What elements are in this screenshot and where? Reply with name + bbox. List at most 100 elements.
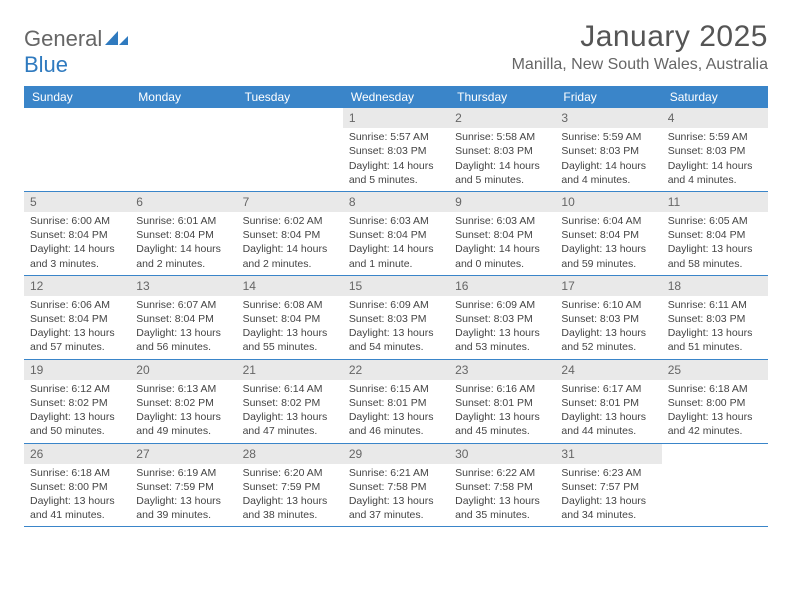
day-details: Sunrise: 6:05 AMSunset: 8:04 PMDaylight:… <box>662 214 768 275</box>
empty-cell <box>130 108 236 191</box>
daylight-line: Daylight: 14 hours and 1 minute. <box>349 242 443 270</box>
sunrise-line: Sunrise: 6:20 AM <box>243 466 337 480</box>
daylight-line: Daylight: 13 hours and 52 minutes. <box>561 326 655 354</box>
day-details: Sunrise: 6:01 AMSunset: 8:04 PMDaylight:… <box>130 214 236 275</box>
day-details: Sunrise: 6:03 AMSunset: 8:04 PMDaylight:… <box>343 214 449 275</box>
sunset-line: Sunset: 8:04 PM <box>136 312 230 326</box>
day-cell: 17Sunrise: 6:10 AMSunset: 8:03 PMDayligh… <box>555 276 661 359</box>
day-number: 13 <box>130 276 236 296</box>
daylight-line: Daylight: 14 hours and 0 minutes. <box>455 242 549 270</box>
day-details: Sunrise: 6:23 AMSunset: 7:57 PMDaylight:… <box>555 466 661 527</box>
day-cell: 28Sunrise: 6:20 AMSunset: 7:59 PMDayligh… <box>237 444 343 527</box>
day-header: Wednesday <box>343 86 449 108</box>
sunrise-line: Sunrise: 6:09 AM <box>349 298 443 312</box>
daylight-line: Daylight: 13 hours and 41 minutes. <box>30 494 124 522</box>
sunrise-line: Sunrise: 6:08 AM <box>243 298 337 312</box>
day-number: 31 <box>555 444 661 464</box>
week-row: 5Sunrise: 6:00 AMSunset: 8:04 PMDaylight… <box>24 192 768 276</box>
sunset-line: Sunset: 8:04 PM <box>349 228 443 242</box>
daylight-line: Daylight: 13 hours and 46 minutes. <box>349 410 443 438</box>
sunrise-line: Sunrise: 6:23 AM <box>561 466 655 480</box>
week-row: 12Sunrise: 6:06 AMSunset: 8:04 PMDayligh… <box>24 276 768 360</box>
day-details: Sunrise: 6:06 AMSunset: 8:04 PMDaylight:… <box>24 298 130 359</box>
day-details: Sunrise: 6:14 AMSunset: 8:02 PMDaylight:… <box>237 382 343 443</box>
day-details: Sunrise: 6:03 AMSunset: 8:04 PMDaylight:… <box>449 214 555 275</box>
sunset-line: Sunset: 7:58 PM <box>349 480 443 494</box>
day-cell: 30 Sunrise: 6:22 AMSunset: 7:58 PMDayligh… <box>449 444 555 527</box>
day-cell: 22Sunrise: 6:15 AMSunset: 8:01 PMDayligh… <box>343 360 449 443</box>
sunrise-line: Sunrise: 6:19 AM <box>136 466 230 480</box>
day-cell: 31Sunrise: 6:23 AMSunset: 7:57 PMDayligh… <box>555 444 661 527</box>
day-number: 21 <box>237 360 343 380</box>
day-cell: 19Sunrise: 6:12 AMSunset: 8:02 PMDayligh… <box>24 360 130 443</box>
sunrise-line: Sunrise: 6:03 AM <box>455 214 549 228</box>
sunset-line: Sunset: 8:03 PM <box>455 144 549 158</box>
daylight-line: Daylight: 14 hours and 3 minutes. <box>30 242 124 270</box>
daylight-line: Daylight: 14 hours and 5 minutes. <box>349 159 443 187</box>
day-number: 8 <box>343 192 449 212</box>
sunset-line: Sunset: 7:59 PM <box>136 480 230 494</box>
sunset-line: Sunset: 8:02 PM <box>136 396 230 410</box>
daylight-line: Daylight: 13 hours and 38 minutes. <box>243 494 337 522</box>
day-number: 23 <box>449 360 555 380</box>
daylight-line: Daylight: 13 hours and 35 minutes. <box>455 494 549 522</box>
sunset-line: Sunset: 7:57 PM <box>561 480 655 494</box>
month-title: January 2025 <box>512 20 768 54</box>
day-number: 25 <box>662 360 768 380</box>
day-number: 5 <box>24 192 130 212</box>
day-cell: 26Sunrise: 6:18 AMSunset: 8:00 PMDayligh… <box>24 444 130 527</box>
day-details: Sunrise: 6:17 AMSunset: 8:01 PMDaylight:… <box>555 382 661 443</box>
day-number: 30 <box>449 444 555 464</box>
sunrise-line: Sunrise: 6:22 AM <box>455 466 549 480</box>
header: GeneralBlue January 2025 Manilla, New So… <box>24 20 768 78</box>
sunrise-line: Sunrise: 6:07 AM <box>136 298 230 312</box>
sunrise-line: Sunrise: 6:10 AM <box>561 298 655 312</box>
day-cell: 24Sunrise: 6:17 AMSunset: 8:01 PMDayligh… <box>555 360 661 443</box>
sunset-line: Sunset: 7:58 PM <box>455 480 549 494</box>
sunrise-line: Sunrise: 6:18 AM <box>30 466 124 480</box>
day-cell: 27Sunrise: 6:19 AMSunset: 7:59 PMDayligh… <box>130 444 236 527</box>
daylight-line: Daylight: 13 hours and 55 minutes. <box>243 326 337 354</box>
day-details: Sunrise: 6:07 AMSunset: 8:04 PMDaylight:… <box>130 298 236 359</box>
sunrise-line: Sunrise: 6:04 AM <box>561 214 655 228</box>
sunset-line: Sunset: 8:04 PM <box>668 228 762 242</box>
daylight-line: Daylight: 13 hours and 45 minutes. <box>455 410 549 438</box>
location: Manilla, New South Wales, Australia <box>512 56 768 74</box>
week-row: 26Sunrise: 6:18 AMSunset: 8:00 PMDayligh… <box>24 444 768 528</box>
daylight-line: Daylight: 13 hours and 53 minutes. <box>455 326 549 354</box>
week-row: 1Sunrise: 5:57 AMSunset: 8:03 PMDaylight… <box>24 108 768 192</box>
day-details: Sunrise: 6:08 AMSunset: 8:04 PMDaylight:… <box>237 298 343 359</box>
daylight-line: Daylight: 13 hours and 34 minutes. <box>561 494 655 522</box>
day-number: 14 <box>237 276 343 296</box>
sunrise-line: Sunrise: 6:15 AM <box>349 382 443 396</box>
day-number: 1 <box>343 108 449 128</box>
day-cell: 7Sunrise: 6:02 AMSunset: 8:04 PMDaylight… <box>237 192 343 275</box>
day-details: Sunrise: 6:16 AMSunset: 8:01 PMDaylight:… <box>449 382 555 443</box>
sunrise-line: Sunrise: 6:18 AM <box>668 382 762 396</box>
day-number: 10 <box>555 192 661 212</box>
sunset-line: Sunset: 8:03 PM <box>668 144 762 158</box>
day-details: Sunrise: 6:21 AMSunset: 7:58 PMDaylight:… <box>343 466 449 527</box>
sunrise-line: Sunrise: 5:58 AM <box>455 130 549 144</box>
day-cell: 16Sunrise: 6:09 AMSunset: 8:03 PMDayligh… <box>449 276 555 359</box>
day-number: 3 <box>555 108 661 128</box>
daylight-line: Daylight: 13 hours and 54 minutes. <box>349 326 443 354</box>
day-number: 20 <box>130 360 236 380</box>
day-number: 15 <box>343 276 449 296</box>
daylight-line: Daylight: 13 hours and 50 minutes. <box>30 410 124 438</box>
day-cell: 1Sunrise: 5:57 AMSunset: 8:03 PMDaylight… <box>343 108 449 191</box>
day-number: 27 <box>130 444 236 464</box>
day-number: 11 <box>662 192 768 212</box>
daylight-line: Daylight: 14 hours and 5 minutes. <box>455 159 549 187</box>
day-cell: 20Sunrise: 6:13 AMSunset: 8:02 PMDayligh… <box>130 360 236 443</box>
day-cell: 25Sunrise: 6:18 AMSunset: 8:00 PMDayligh… <box>662 360 768 443</box>
daylight-line: Daylight: 13 hours and 47 minutes. <box>243 410 337 438</box>
day-number: 6 <box>130 192 236 212</box>
sunrise-line: Sunrise: 6:02 AM <box>243 214 337 228</box>
sunset-line: Sunset: 8:00 PM <box>30 480 124 494</box>
day-details: Sunrise: 6:15 AMSunset: 8:01 PMDaylight:… <box>343 382 449 443</box>
daylight-line: Daylight: 13 hours and 42 minutes. <box>668 410 762 438</box>
sunrise-line: Sunrise: 5:59 AM <box>668 130 762 144</box>
day-cell: 23Sunrise: 6:16 AMSunset: 8:01 PMDayligh… <box>449 360 555 443</box>
day-header: Sunday <box>24 86 130 108</box>
